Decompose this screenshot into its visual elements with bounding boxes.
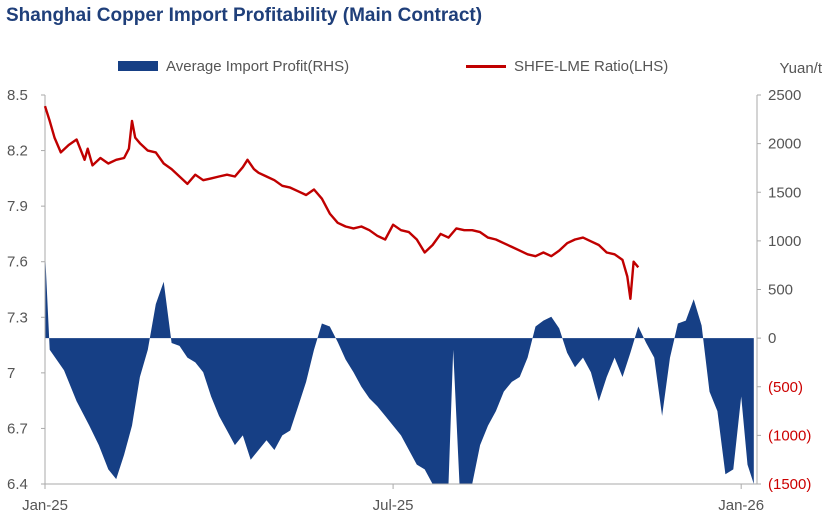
legend-label-line: SHFE-LME Ratio(LHS) (514, 58, 669, 75)
legend-swatch-line (466, 65, 506, 68)
right-axis-tick-label: 2500 (768, 87, 801, 104)
right-axis-tick-label: 0 (768, 330, 776, 347)
left-axis-tick-label: 7.9 (7, 198, 28, 215)
legend-swatch-area (118, 61, 158, 71)
right-axis-tick-label: 1000 (768, 233, 801, 250)
shfe-lme-ratio-line (43, 105, 640, 300)
left-axis-tick-label: 6.4 (7, 476, 28, 493)
right-axis-tick-label: 1500 (768, 184, 801, 201)
left-axis-tick-label: 7.3 (7, 309, 28, 326)
right-axis-tick-label: (500) (768, 379, 803, 396)
import-profit-area (45, 250, 754, 484)
left-axis-tick-label: 7 (7, 365, 15, 382)
left-axis-tick-label: 8.2 (7, 143, 28, 160)
x-axis-tick-label: Jan-25 (22, 497, 68, 514)
right-axis-tick-label: (1000) (768, 427, 811, 444)
right-axis-tick-label: 500 (768, 282, 793, 299)
left-axis-tick-label: 6.7 (7, 420, 28, 437)
right-axis-units: Yuan/t (779, 60, 822, 77)
left-axis-tick-label: 7.6 (7, 254, 28, 271)
right-axis-tick-label: 2000 (768, 136, 801, 153)
chart-title: Shanghai Copper Import Profitability (Ma… (6, 5, 483, 26)
left-axis-tick-label: 8.5 (7, 87, 28, 104)
x-axis-tick-label: Jan-26 (718, 497, 764, 514)
legend-label-area: Average Import Profit(RHS) (166, 58, 350, 75)
x-axis-tick-label: Jul-25 (373, 497, 414, 514)
right-axis-tick-label: (1500) (768, 476, 811, 493)
